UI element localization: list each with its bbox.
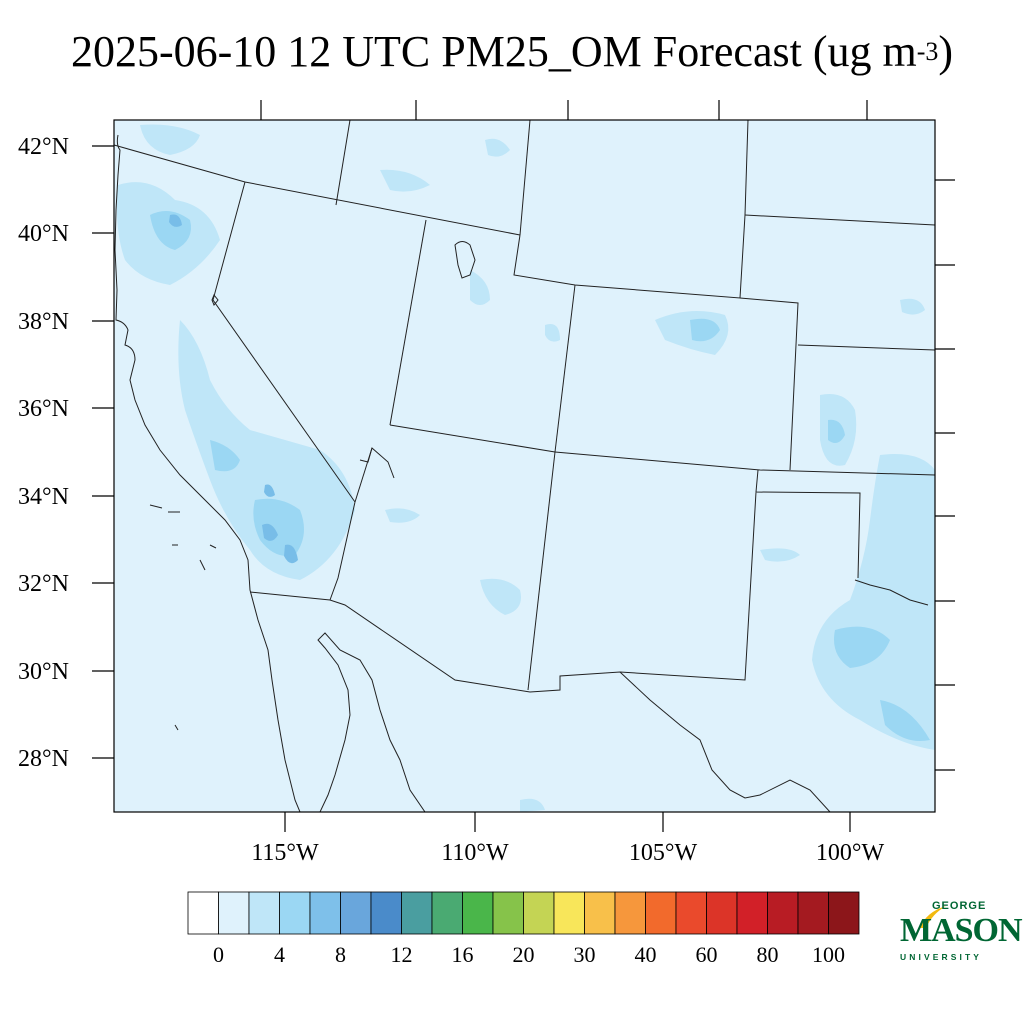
- state-line-nv-ut: [389, 219, 427, 426]
- colorbar-label: 40: [635, 942, 657, 967]
- state-line-id-wy: [519, 120, 531, 236]
- lat-label: 32°N: [18, 571, 69, 597]
- lat-label: 30°N: [18, 659, 69, 685]
- colorbar-swatch: [462, 891, 494, 935]
- colorbar-swatch: [248, 891, 280, 935]
- channel-islands: [149, 504, 217, 731]
- lat-label: 28°N: [18, 746, 69, 772]
- concentration-fill: [116, 124, 935, 812]
- colorbar-label: 12: [391, 942, 413, 967]
- longitude-labels: 115°W 110°W 105°W 100°W: [251, 840, 884, 866]
- colorbar-label: 8: [335, 942, 346, 967]
- geographic-boundaries: [114, 120, 935, 812]
- colorbar-swatch: [828, 891, 860, 935]
- state-line-ut-co: [554, 284, 576, 453]
- title-close: ): [938, 27, 954, 76]
- colorbar-swatch: [645, 891, 677, 935]
- colorbar-swatch: [767, 891, 799, 935]
- colorbar-label: 30: [574, 942, 596, 967]
- colorbar-label: 60: [696, 942, 718, 967]
- lon-label: 105°W: [629, 840, 698, 866]
- state-line-az-nm: [527, 451, 556, 691]
- lat-label: 36°N: [18, 396, 69, 422]
- state-line-id: [335, 120, 351, 206]
- lon-label: 115°W: [251, 840, 319, 866]
- colorbar-swatch: [614, 891, 646, 935]
- baja-gulf-coast: [317, 632, 426, 812]
- lat-label: 40°N: [18, 221, 69, 247]
- title-superscript: -3: [916, 37, 939, 66]
- state-line-four-corners-row: [389, 424, 935, 476]
- state-line-wy: [513, 120, 749, 299]
- logo-swoosh-icon: [920, 906, 946, 928]
- colorbar-swatch: [523, 891, 555, 935]
- colorbar-label: 4: [274, 942, 285, 967]
- map-ticks: [92, 100, 955, 832]
- title-main: 2025-06-10 12 UTC PM25_OM Forecast (ug m: [70, 27, 917, 76]
- colorbar-swatch: [187, 891, 219, 935]
- colorbar: [187, 891, 860, 935]
- lon-label: 110°W: [441, 840, 509, 866]
- logo-mason: MASON: [900, 912, 1023, 949]
- lat-label: 38°N: [18, 309, 69, 335]
- colorbar-swatch: [675, 891, 707, 935]
- lat-label: 34°N: [18, 484, 69, 510]
- colorbar-swatch: [797, 891, 829, 935]
- colorbar-swatch: [309, 891, 341, 935]
- colorbar-swatch: [431, 891, 463, 935]
- state-line-ne-ks: [797, 344, 935, 351]
- great-salt-lake: [454, 241, 476, 279]
- lon-label: 100°W: [816, 840, 885, 866]
- colorbar-swatch: [584, 891, 616, 935]
- colorbar-swatch: [218, 891, 250, 935]
- state-line-ca-nv: [212, 181, 356, 503]
- colorbar-swatch: [492, 891, 524, 935]
- colorbar-labels: 0 4 8 12 16 20 30 40 60 80 100: [213, 942, 845, 967]
- state-line-nv-az: [354, 447, 373, 503]
- gmu-logo: GEORGE MASON UNIVERSITY: [896, 900, 1023, 970]
- rio-grande-east: [854, 579, 929, 606]
- colorbar-label: 0: [213, 942, 224, 967]
- lat-label: 42°N: [18, 134, 69, 160]
- colorbar-swatch: [401, 891, 433, 935]
- lake-tahoe: [211, 294, 219, 306]
- logo-george: GEORGE: [932, 900, 987, 912]
- high-concentration-areas: [169, 214, 298, 564]
- state-line-ne-sd: [744, 214, 935, 226]
- colorbar-label: 80: [757, 942, 779, 967]
- map-title: 2025-06-10 12 UTC PM25_OM Forecast (ug m…: [0, 24, 1024, 86]
- state-line-az-ca: [329, 501, 356, 601]
- colorbar-label: 20: [513, 942, 535, 967]
- colorbar-swatch: [553, 891, 585, 935]
- map-frame: [113, 119, 936, 813]
- us-mexico-border: [249, 591, 831, 812]
- colorbar-swatch: [736, 891, 768, 935]
- colorbar-swatch: [706, 891, 738, 935]
- low-concentration-areas: [116, 124, 935, 812]
- logo-university: UNIVERSITY: [900, 952, 983, 962]
- colorbar-swatch: [340, 891, 372, 935]
- colorbar-label: 100: [812, 942, 845, 967]
- pacific-coastline: [114, 134, 301, 812]
- state-line-nm-tx: [619, 469, 861, 681]
- colorbar-swatch: [370, 891, 402, 935]
- colorbar-swatch: [279, 891, 311, 935]
- latitude-labels: 42°N 40°N 38°N 36°N 34°N 32°N 30°N 28°N: [18, 134, 69, 772]
- state-line-co-ks: [739, 297, 799, 471]
- colorbar-label: 16: [452, 942, 474, 967]
- lake-mead: [359, 447, 395, 479]
